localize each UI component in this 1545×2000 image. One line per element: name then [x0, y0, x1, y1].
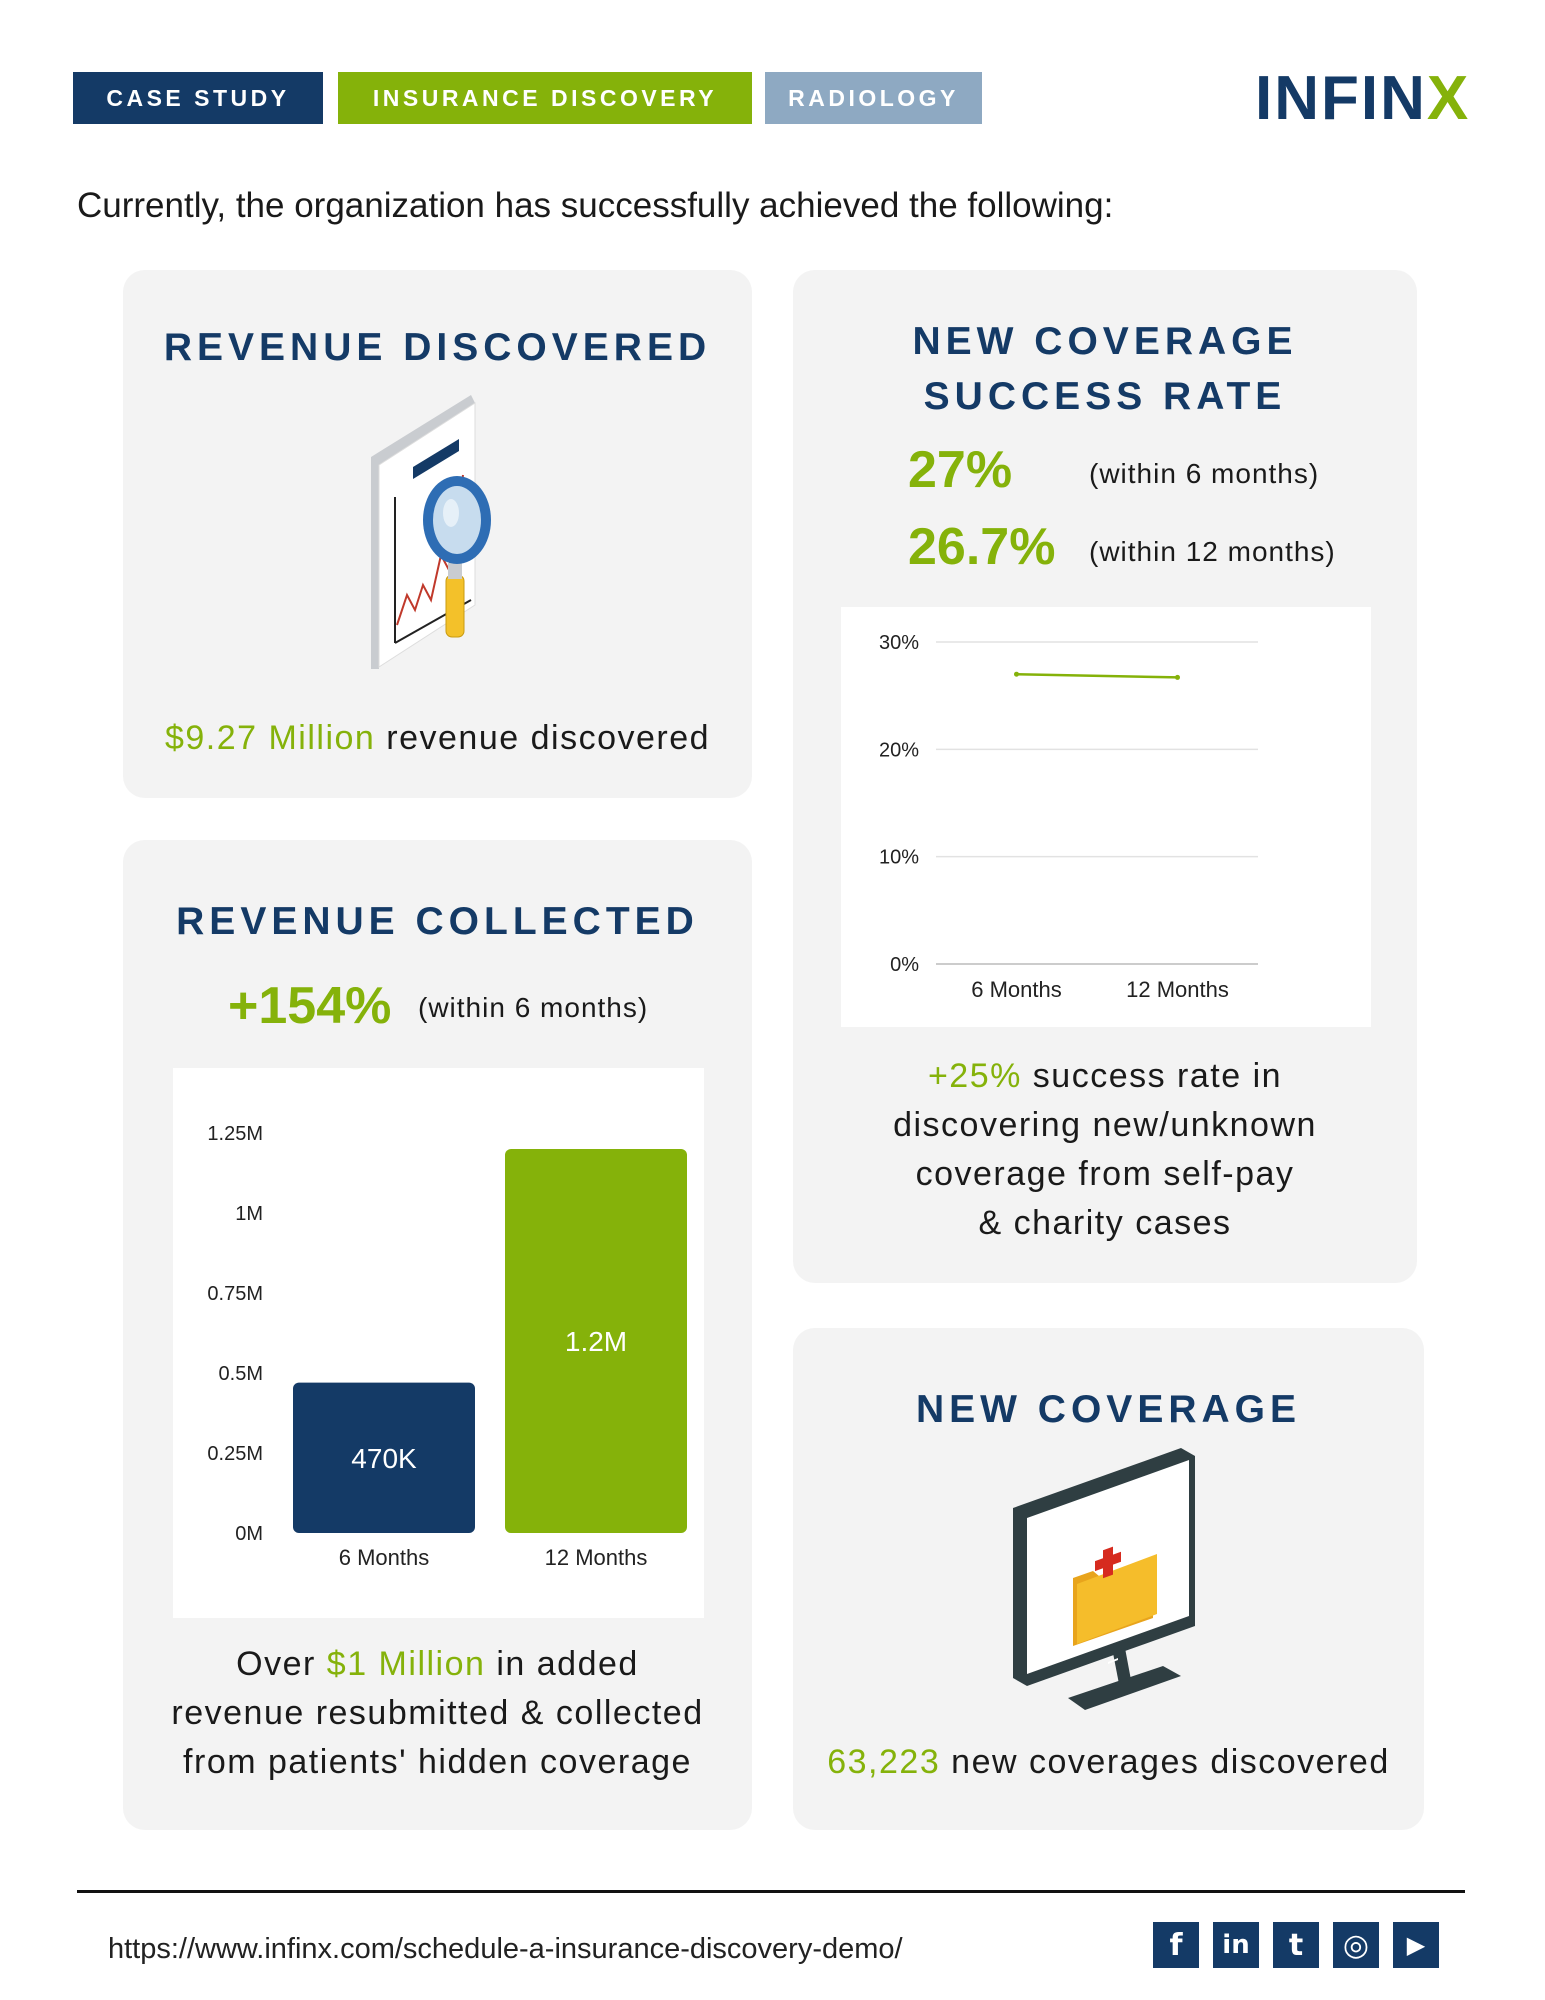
body-text-pre: Over — [236, 1645, 327, 1683]
revenue-discovered-card: REVENUE DISCOVERED $9.27 Million revenue… — [123, 270, 752, 798]
bar-data-label: 470K — [351, 1443, 417, 1474]
social-glyph: ◎ — [1342, 1927, 1370, 1963]
x-category-label: 6 Months — [339, 1545, 430, 1570]
x-category-label: 12 Months — [1126, 977, 1229, 1002]
logo-text: INFIN — [1255, 64, 1427, 133]
line-chart-svg: 0% 10% 20% 30% 6 Months 12 Months — [879, 632, 1258, 1002]
new-coverage-text: 63,223 new coverages discovered — [793, 1738, 1424, 1787]
series-line — [1016, 672, 1178, 679]
tag-label: CASE STUDY — [106, 84, 290, 111]
y-tick-label: 1M — [235, 1203, 263, 1225]
y-tick-label: 10% — [879, 847, 919, 869]
revenue-collected-card: REVENUE COLLECTED +154% (within 6 months… — [123, 840, 752, 1830]
title-line-2: SUCCESS RATE — [923, 375, 1287, 418]
x-category-label: 6 Months — [971, 977, 1062, 1002]
body-text-post: in added — [485, 1645, 639, 1683]
new-coverage-count: 63,223 — [827, 1743, 941, 1781]
y-tick-label: 0M — [235, 1523, 263, 1545]
y-tick-label: 0.5M — [219, 1363, 263, 1385]
body-line-4: & charity cases — [978, 1204, 1232, 1242]
success-stat-6m: 27% — [908, 441, 1013, 499]
new-coverage-label: new coverages discovered — [940, 1743, 1390, 1781]
social-glyph: ▶ — [1406, 1931, 1426, 1959]
instagram-icon[interactable]: ◎ — [1333, 1922, 1379, 1968]
revenue-collected-stat: +154% — [228, 977, 392, 1035]
body-text-post: success rate in — [1021, 1057, 1283, 1095]
social-glyph: t — [1288, 1927, 1304, 1963]
success-note-6m: (within 6 months) — [1089, 458, 1320, 489]
success-stat-12m: 26.7% — [908, 518, 1056, 576]
data-point — [1175, 674, 1180, 680]
chart-magnifier-icon — [371, 395, 491, 669]
y-tick-label: 0.25M — [207, 1443, 263, 1465]
footer-divider — [77, 1890, 1465, 1893]
success-rate-text: +25% success rate in discovering new/unk… — [793, 1052, 1417, 1248]
body-highlight: $1 Million — [326, 1645, 486, 1683]
revenue-discovered-text: $9.27 Million revenue discovered — [123, 714, 752, 763]
bar-data-label: 1.2M — [565, 1326, 627, 1357]
revenue-collected-text: Over $1 Million in added revenue resubmi… — [123, 1640, 752, 1787]
tag-label: INSURANCE DISCOVERY — [372, 84, 718, 111]
card-title: REVENUE COLLECTED — [176, 900, 699, 943]
facebook-icon[interactable]: f — [1153, 1922, 1199, 1968]
revenue-bar-chart: 0M 0.25M 0.5M 0.75M 1M 1.25M 470K 6 Months 1.2M 1… — [173, 1068, 704, 1618]
y-tick-label: 1.25M — [207, 1123, 263, 1145]
social-glyph: in — [1222, 1930, 1250, 1960]
body-line-3: coverage from self-pay — [915, 1155, 1295, 1193]
footer-url-link[interactable]: https://www.infinx.com/schedule-a-insura… — [108, 1933, 903, 1965]
tag-case-study: CASE STUDY — [73, 72, 323, 124]
linkedin-icon[interactable]: in — [1213, 1922, 1259, 1968]
tag-label: RADIOLOGY — [788, 84, 959, 111]
body-highlight: +25% — [927, 1057, 1022, 1095]
card-title: NEW COVERAGE — [915, 1388, 1302, 1431]
new-coverage-card: NEW COVERAGE 63,223 new coverages discov… — [793, 1328, 1424, 1830]
title-line-1: NEW COVERAGE — [912, 320, 1298, 363]
infinx-logo: INFINX — [1255, 68, 1470, 130]
data-point — [1014, 671, 1019, 677]
twitter-icon[interactable]: t — [1273, 1922, 1319, 1968]
card-title: REVENUE DISCOVERED — [163, 326, 712, 369]
body-line-1: Over $1 Million in added — [123, 1640, 752, 1689]
youtube-icon[interactable]: ▶ — [1393, 1922, 1439, 1968]
success-note-12m: (within 12 months) — [1089, 536, 1336, 567]
card-title: NEW COVERAGE SUCCESS RATE — [793, 314, 1417, 424]
y-tick-label: 0.75M — [207, 1283, 263, 1305]
body-line-1: +25% success rate in — [793, 1052, 1417, 1101]
body-line-2: discovering new/unknown — [893, 1106, 1317, 1144]
success-rate-card: NEW COVERAGE SUCCESS RATE 27% (within 6 … — [793, 270, 1417, 1283]
y-tick-label: 30% — [879, 632, 919, 654]
success-line-chart: 0% 10% 20% 30% 6 Months 12 Months — [841, 607, 1371, 1027]
logo-accent: X — [1426, 64, 1471, 133]
social-glyph: f — [1169, 1927, 1183, 1963]
revenue-discovered-label: revenue discovered — [375, 719, 711, 757]
body-line-2: revenue resubmitted & collected — [171, 1694, 704, 1732]
y-tick-label: 0% — [890, 954, 919, 976]
bar — [505, 1149, 687, 1533]
revenue-discovered-amount: $9.27 Million — [164, 719, 376, 757]
x-category-label: 12 Months — [545, 1545, 648, 1570]
body-line-3: from patients' hidden coverage — [183, 1743, 692, 1781]
bar — [293, 1382, 475, 1533]
revenue-collected-note: (within 6 months) — [418, 992, 649, 1023]
bar-chart-svg: 0M 0.25M 0.5M 0.75M 1M 1.25M 470K 6 Months 1.2M 1… — [207, 1123, 687, 1570]
tag-insurance-discovery: INSURANCE DISCOVERY — [338, 72, 752, 124]
monitor-medical-folder-icon — [1013, 1448, 1195, 1710]
y-tick-label: 20% — [879, 739, 919, 761]
tag-radiology: RADIOLOGY — [765, 72, 982, 124]
intro-text: Currently, the organization has successf… — [77, 186, 1114, 225]
